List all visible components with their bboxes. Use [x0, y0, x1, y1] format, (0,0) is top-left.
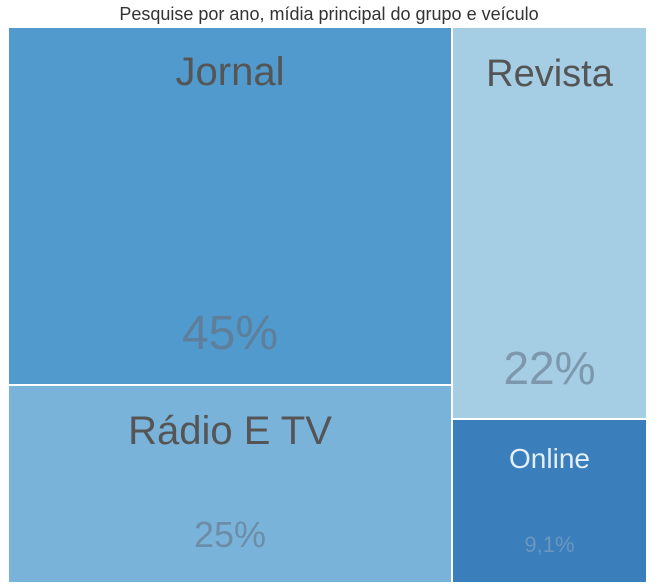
- tile-revista[interactable]: Revista 22%: [452, 27, 647, 419]
- tile-jornal-value: 45%: [181, 307, 279, 360]
- tile-radio-tv-value: 25%: [193, 514, 267, 555]
- tile-radio-tv[interactable]: Rádio E TV 25%: [8, 385, 452, 583]
- tile-online-label: Online: [509, 443, 590, 474]
- chart-title: Pesquise por ano, mídia principal do gru…: [119, 4, 539, 24]
- tile-jornal-label: Jornal: [175, 50, 285, 94]
- treemap: Jornal 45% Revista 22% Rádio E TV 25% On…: [8, 27, 647, 583]
- tile-jornal[interactable]: Jornal 45%: [8, 27, 452, 385]
- tile-online-value: 9,1%: [524, 532, 575, 557]
- tile-online[interactable]: Online 9,1%: [452, 419, 647, 583]
- tile-radio-tv-label: Rádio E TV: [128, 409, 332, 453]
- tile-revista-label: Revista: [486, 53, 613, 95]
- tile-revista-value: 22%: [503, 342, 596, 394]
